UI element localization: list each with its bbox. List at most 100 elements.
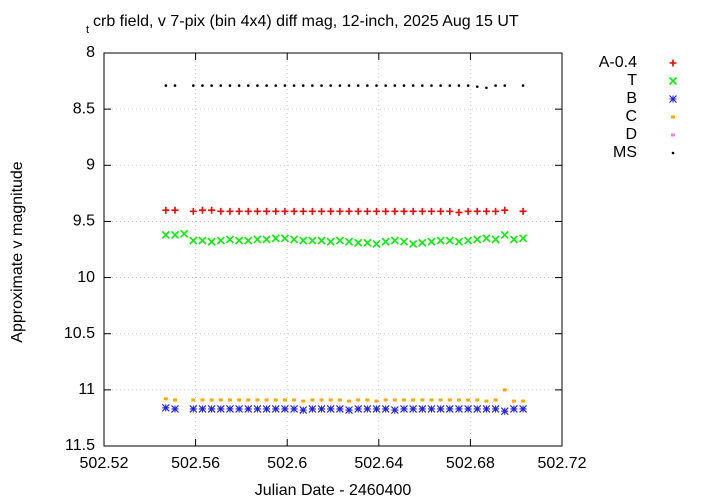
- data-point: [384, 84, 387, 87]
- data-point: [473, 405, 482, 413]
- data-point: [494, 84, 497, 87]
- y-tick-label: 11.5: [65, 437, 95, 454]
- data-point: [235, 207, 243, 215]
- data-point: [409, 207, 417, 215]
- data-point: [421, 84, 424, 87]
- legend-marker: [671, 133, 675, 137]
- data-point: [246, 398, 251, 402]
- chart-title-prefix: t: [86, 24, 89, 36]
- data-point: [225, 235, 235, 244]
- data-point: [235, 236, 244, 245]
- data-point: [427, 207, 435, 215]
- data-point: [311, 84, 314, 87]
- data-point: [191, 398, 196, 402]
- legend-marker: [671, 151, 675, 155]
- data-point: [337, 398, 342, 402]
- data-point: [484, 399, 489, 403]
- data-point: [363, 405, 372, 413]
- y-tick-label: 8: [86, 44, 95, 61]
- data-point: [237, 84, 241, 87]
- legend-marker: [671, 115, 675, 119]
- data-point: [228, 84, 232, 87]
- data-point: [162, 206, 170, 214]
- data-point: [192, 84, 195, 87]
- data-point: [319, 398, 324, 402]
- x-tick-label: 502.64: [354, 455, 403, 472]
- data-point: [235, 405, 243, 413]
- data-point: [519, 207, 527, 215]
- x-axis-label: Julian Date - 2460400: [255, 482, 412, 499]
- data-point: [475, 85, 479, 88]
- data-point: [290, 405, 298, 413]
- data-point: [163, 397, 168, 401]
- data-point: [510, 405, 518, 413]
- data-point: [429, 398, 434, 402]
- data-point: [409, 405, 418, 413]
- data-point: [447, 398, 452, 402]
- data-point: [265, 84, 268, 87]
- data-point: [180, 229, 189, 238]
- data-point: [438, 398, 443, 402]
- data-point: [216, 236, 225, 245]
- data-point: [455, 405, 463, 413]
- data-point: [466, 398, 471, 402]
- data-point: [372, 239, 381, 248]
- data-point: [200, 398, 205, 402]
- data-point: [402, 84, 406, 87]
- data-point: [390, 236, 399, 245]
- data-point: [381, 237, 390, 246]
- legend-marker: [668, 76, 678, 86]
- data-point: [317, 236, 326, 245]
- x-tick-label: 502.6: [267, 455, 307, 472]
- data-point: [503, 84, 507, 87]
- data-point: [237, 398, 242, 402]
- data-point: [198, 405, 207, 413]
- data-point: [391, 207, 399, 215]
- data-point: [209, 398, 214, 402]
- data-point: [345, 406, 353, 414]
- data-point: [161, 230, 170, 239]
- data-point: [244, 236, 253, 245]
- data-point: [464, 236, 473, 245]
- data-point: [317, 405, 326, 413]
- data-point: [171, 206, 179, 214]
- data-point: [226, 207, 234, 215]
- data-point: [418, 207, 426, 215]
- data-point: [399, 237, 409, 246]
- data-point: [299, 236, 308, 245]
- data-point: [271, 405, 280, 413]
- data-point: [491, 405, 500, 413]
- x-tick-label: 502.56: [171, 455, 220, 472]
- data-point: [374, 399, 379, 403]
- data-point: [290, 207, 298, 215]
- data-point: [271, 234, 280, 243]
- data-point: [253, 207, 261, 215]
- data-point: [201, 84, 204, 87]
- y-tick-label: 8.5: [73, 100, 95, 117]
- data-point: [208, 206, 216, 214]
- data-point: [189, 405, 198, 413]
- legend-label: C: [625, 108, 637, 125]
- data-point: [411, 398, 416, 402]
- data-point: [363, 238, 372, 247]
- data-point: [454, 237, 464, 246]
- data-point: [455, 208, 463, 216]
- data-point: [509, 235, 518, 244]
- data-point: [326, 405, 335, 413]
- data-point: [466, 84, 470, 87]
- data-point: [273, 398, 278, 402]
- data-point: [347, 84, 351, 87]
- data-point: [411, 84, 415, 87]
- data-point: [281, 207, 289, 215]
- data-point: [264, 398, 269, 402]
- data-point: [326, 237, 335, 246]
- data-point: [464, 207, 472, 215]
- data-point: [436, 405, 445, 413]
- data-point: [427, 237, 436, 246]
- data-point: [519, 234, 528, 243]
- data-point: [280, 234, 289, 243]
- data-point: [219, 84, 223, 87]
- data-point: [274, 84, 278, 87]
- data-point: [501, 206, 509, 214]
- data-point: [445, 236, 454, 245]
